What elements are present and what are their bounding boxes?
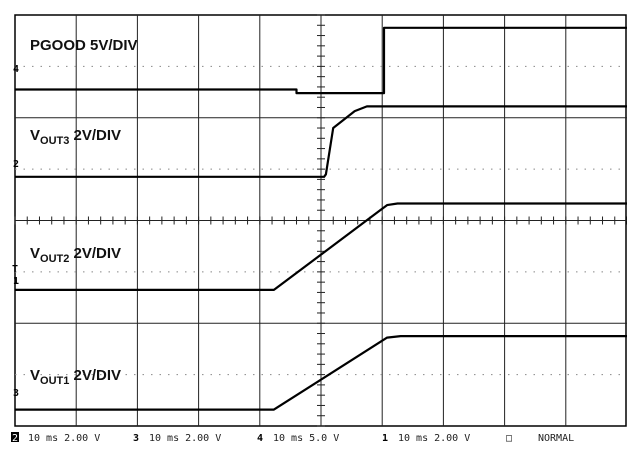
pgood-label: PGOOD 5V/DIV (30, 37, 138, 54)
vout2-label: VOUT2 2V/DIV (30, 245, 121, 265)
ch3-number: 3 (133, 433, 139, 444)
ch4-number: 4 (257, 433, 263, 444)
ch3-settings: 10 ms 2.00 V (149, 433, 221, 444)
ch2-highlight-box (11, 432, 19, 442)
graticule (14, 14, 627, 427)
ch1-settings: 10 ms 2.00 V (398, 433, 470, 444)
channel-markers: 4 2 1 3 T (12, 64, 19, 399)
acquisition-mode-icon: □ (506, 433, 512, 444)
trace-labels: PGOOD 5V/DIV VOUT3 2V/DIV VOUT2 2V/DIV V… (30, 37, 138, 387)
vout1-label: VOUT1 2V/DIV (30, 367, 121, 387)
trigger-marker: T (12, 264, 18, 275)
waveform-traces (15, 26, 627, 411)
channel-marker-2: 2 (13, 159, 19, 170)
channel-marker-1: 1 (13, 276, 19, 287)
vout3-label: VOUT3 2V/DIV (30, 127, 121, 147)
trace-ch1 (15, 202, 627, 291)
status-bar: 2 10 ms 2.00 V 3 10 ms 2.00 V 4 10 ms 5.… (11, 432, 574, 444)
ch4-settings: 10 ms 5.0 V (273, 433, 339, 444)
ch1-number: 1 (382, 433, 388, 444)
trace-ch2 (15, 105, 627, 178)
trace-ch3 (15, 335, 627, 411)
ch2-number: 2 (12, 433, 18, 444)
ch2-settings: 10 ms 2.00 V (28, 433, 100, 444)
channel-marker-4: 4 (13, 64, 19, 75)
trace-ch4 (15, 26, 627, 95)
acquisition-mode: NORMAL (538, 433, 574, 444)
channel-marker-3: 3 (13, 388, 19, 399)
